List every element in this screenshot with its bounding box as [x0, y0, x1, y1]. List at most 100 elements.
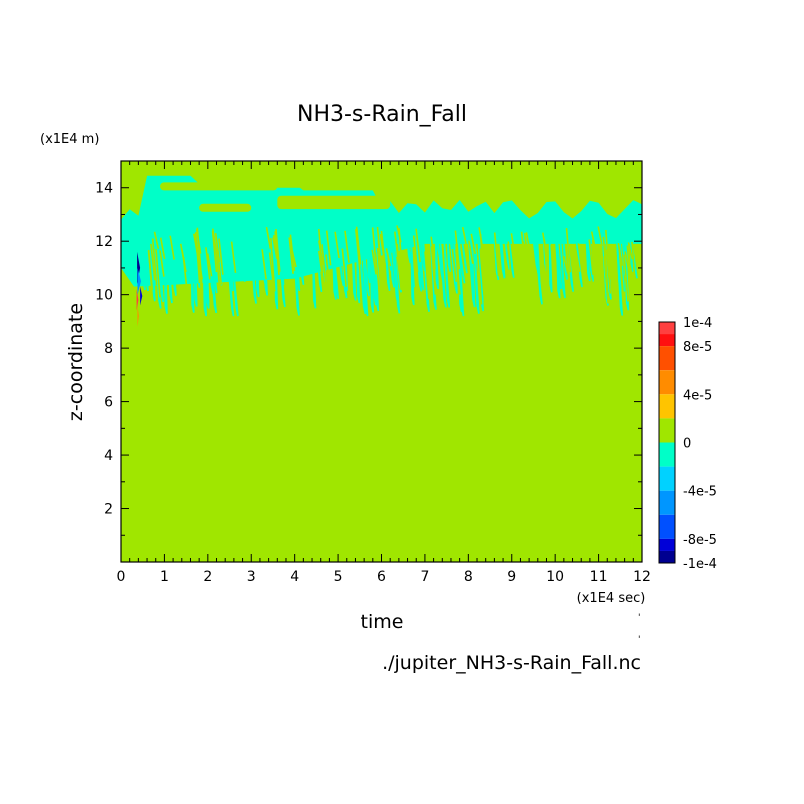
streak-gap: [455, 249, 461, 295]
rain-streak: [548, 231, 553, 293]
rain-streak: [561, 225, 568, 280]
streak-gap: [603, 256, 609, 304]
streak-gap: [524, 232, 530, 276]
rain-streak: [357, 230, 367, 315]
rain-streak: [311, 239, 317, 309]
streak-gap: [454, 230, 461, 270]
x-tick-label: 11: [590, 569, 608, 585]
streak-gap: [451, 249, 458, 282]
streak-gap: [344, 230, 350, 263]
rain-streak: [225, 241, 235, 317]
streak-gap: [325, 254, 331, 287]
streak-gap: [605, 249, 612, 294]
streak-gap: [597, 226, 603, 247]
spike-layer: [136, 251, 143, 327]
x-tick-label: 8: [464, 569, 473, 585]
streak-gap: [493, 232, 500, 277]
streak-gap: [385, 248, 392, 267]
tick-mark-glyph: ': [638, 613, 640, 623]
streak-gap: [517, 254, 523, 283]
streak-gap: [211, 228, 218, 254]
streak-gap: [520, 244, 527, 281]
rain-streak: [142, 233, 146, 291]
rain-streak: [265, 233, 271, 270]
streak-gap: [265, 226, 272, 249]
colorbar-band: [659, 322, 675, 335]
streak-gap: [415, 228, 421, 263]
rain-streak: [292, 234, 300, 316]
rain-streak: [478, 236, 484, 312]
streak-gap: [597, 251, 604, 276]
y-tick-label: 6: [104, 395, 113, 411]
streak-gap: [468, 240, 474, 264]
streak-gap: [396, 225, 402, 243]
x-tick-label: 4: [290, 569, 299, 585]
rain-streak: [434, 230, 439, 290]
spike-mark: [136, 289, 139, 311]
rain-streak: [249, 234, 257, 304]
streak-gap: [291, 250, 297, 268]
streak-gap: [318, 250, 324, 280]
streak-gap: [275, 228, 281, 272]
streak-gap: [150, 243, 156, 281]
rain-streak: [226, 228, 234, 292]
y-tick-label: 4: [104, 448, 113, 464]
rain-streak: [208, 229, 218, 294]
streak-gap: [510, 233, 517, 258]
streak-gap: [318, 228, 324, 274]
streak-gap: [321, 244, 327, 285]
rain-streak: [208, 240, 217, 314]
streak-gap: [159, 237, 166, 260]
rain-streak: [405, 226, 412, 264]
rain-streak: [229, 240, 239, 317]
rain-streak: [233, 230, 242, 276]
streak-gap: [623, 254, 629, 302]
streak-gap: [371, 249, 377, 275]
x-tick-label: 9: [507, 569, 516, 585]
y-axis-label: z-coordinate: [65, 303, 87, 421]
rain-streak: [384, 237, 391, 291]
x-tick-label: 7: [420, 569, 429, 585]
rain-streak: [558, 229, 566, 299]
streak-gap: [380, 230, 387, 269]
rain-streak: [414, 225, 423, 292]
rain-streak: [143, 225, 149, 292]
colorbar-band: [659, 418, 675, 443]
streak-gap: [591, 239, 598, 288]
streak-gap: [355, 226, 362, 265]
colorbar-band: [659, 514, 675, 539]
x-tick-label: 12: [633, 569, 651, 585]
x-tick-label: 1: [160, 569, 169, 585]
colorbar-label: 8e-5: [683, 340, 712, 355]
rain-streak: [369, 232, 374, 313]
rain-streak: [297, 228, 305, 285]
streak-gap: [516, 256, 522, 286]
spike-mark: [140, 286, 143, 306]
streak-gap: [487, 256, 494, 306]
streak-gap: [268, 252, 275, 287]
streak-gap: [550, 244, 556, 291]
streak-gap: [522, 241, 528, 267]
colorbar-band: [659, 466, 675, 491]
y-tick-label: 2: [104, 502, 113, 518]
streak-gap: [595, 253, 601, 297]
y-tick-label: 10: [95, 288, 113, 304]
streak-gap: [325, 230, 332, 266]
x-tick-label: 2: [203, 569, 212, 585]
streak-gap: [151, 238, 158, 286]
rain-streak: [507, 233, 515, 278]
streak-gap: [590, 231, 597, 251]
rain-streak: [305, 232, 313, 270]
streak-gap: [270, 238, 276, 292]
x-axis-label: time: [361, 611, 404, 633]
x-tick-label: 5: [334, 569, 343, 585]
spike-mark: [137, 267, 141, 295]
colorbar-label: 1e-4: [683, 316, 712, 331]
streak-gap: [288, 237, 294, 274]
streak-layer: [142, 225, 638, 317]
cloud-top-gap: [207, 161, 642, 188]
streak-gap: [376, 247, 383, 300]
chart-title: NH3-s-Rain_Fall: [297, 102, 467, 127]
streak-gap: [374, 252, 381, 291]
spike-mark: [137, 305, 139, 327]
